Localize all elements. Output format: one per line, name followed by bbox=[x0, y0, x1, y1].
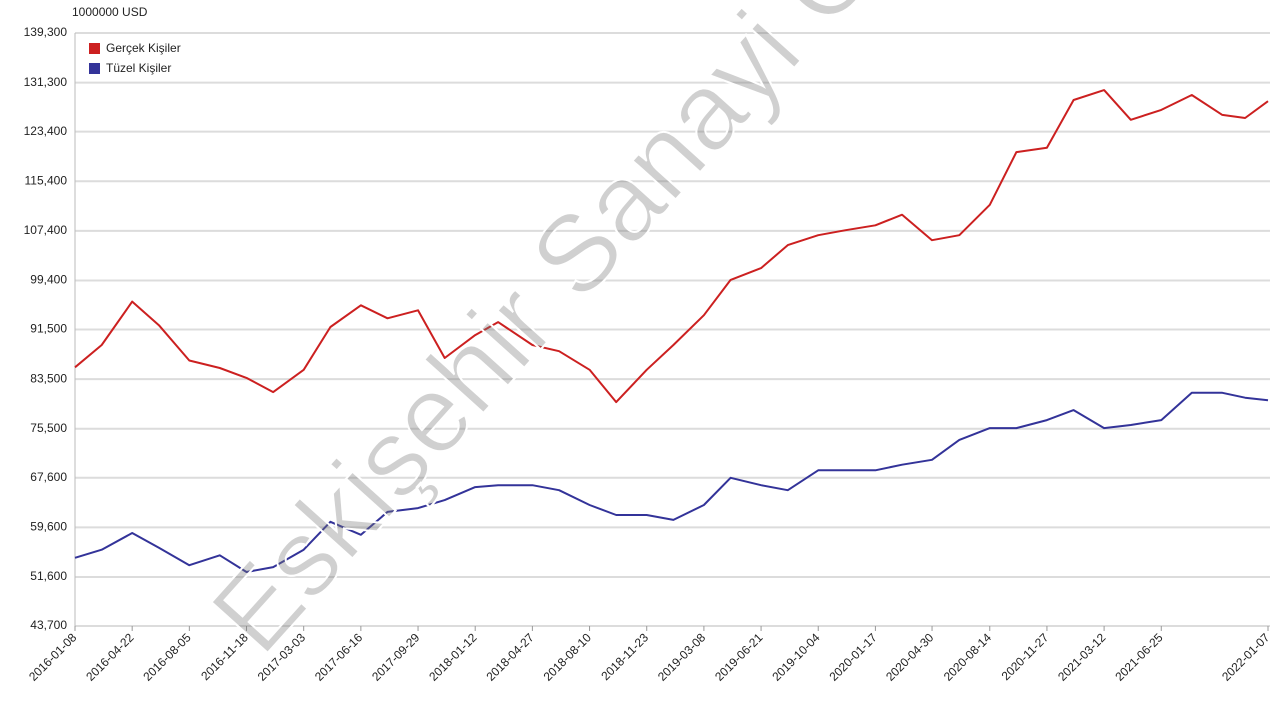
x-tick-label: 2018-01-12 bbox=[426, 630, 480, 684]
x-tick-label: 2016-08-05 bbox=[140, 630, 194, 684]
y-tick-label: 43,700 bbox=[30, 618, 67, 632]
x-tick-label: 2017-06-16 bbox=[312, 630, 366, 684]
legend-swatch bbox=[89, 63, 100, 74]
x-tick-label: 2019-06-21 bbox=[712, 630, 766, 684]
y-axis-unit: 1000000 USD bbox=[72, 5, 148, 19]
y-tick-label: 123,400 bbox=[24, 124, 68, 138]
x-tick-label: 2016-04-22 bbox=[83, 630, 137, 684]
y-tick-label: 51,600 bbox=[30, 569, 67, 583]
watermark: Eskişehir Sanayi O bbox=[188, 0, 901, 676]
x-tick-label: 2020-08-14 bbox=[941, 630, 995, 684]
y-tick-label: 131,300 bbox=[24, 75, 68, 89]
x-tick-label: 2020-04-30 bbox=[883, 630, 937, 684]
y-tick-label: 75,500 bbox=[30, 421, 67, 435]
legend-label: Tüzel Kişiler bbox=[106, 61, 171, 75]
y-tick-label: 139,300 bbox=[24, 25, 68, 39]
x-tick-label: 2018-04-27 bbox=[483, 630, 537, 684]
y-tick-label: 99,400 bbox=[30, 273, 67, 287]
series-line bbox=[74, 391, 1269, 573]
y-tick-label: 107,400 bbox=[24, 223, 68, 237]
x-tick-label: 2021-03-12 bbox=[1055, 630, 1109, 684]
x-tick-label: 2018-08-10 bbox=[541, 630, 595, 684]
legend-label: Gerçek Kişiler bbox=[106, 41, 181, 55]
x-tick-label: 2016-01-08 bbox=[26, 630, 80, 684]
y-tick-label: 91,500 bbox=[30, 322, 67, 336]
x-tick-label: 2018-11-23 bbox=[598, 630, 651, 683]
x-tick-label: 2020-01-17 bbox=[826, 630, 880, 684]
x-tick-label: 2017-09-29 bbox=[369, 630, 423, 684]
series-line bbox=[74, 89, 1269, 404]
y-tick-label: 115,400 bbox=[25, 173, 68, 187]
x-tick-label: 2019-03-08 bbox=[655, 630, 709, 684]
x-tick-label: 2020-11-27 bbox=[999, 630, 1052, 683]
y-tick-label: 59,600 bbox=[30, 520, 67, 534]
y-tick-label: 67,600 bbox=[30, 470, 67, 484]
x-tick-label: 2019-10-04 bbox=[769, 630, 823, 684]
legend-swatch bbox=[89, 43, 100, 54]
y-tick-label: 83,500 bbox=[30, 371, 67, 385]
x-tick-label: 2022-01-07 bbox=[1219, 630, 1273, 684]
x-tick-label: 2021-06-25 bbox=[1112, 630, 1166, 684]
